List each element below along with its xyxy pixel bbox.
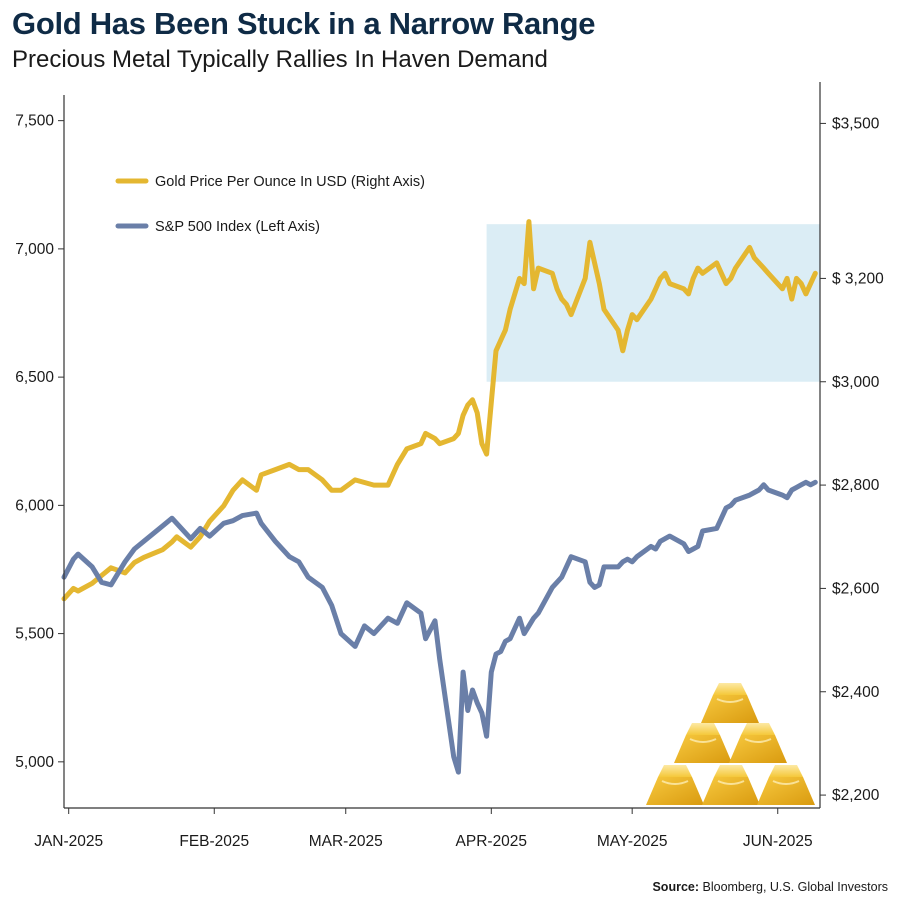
- gold-bar-top: [769, 765, 803, 777]
- legend: Gold Price Per Ounce In USD (Right Axis)…: [115, 174, 425, 235]
- x-tick-label: APR-2025: [456, 833, 528, 850]
- trading-range-box: [486, 224, 820, 382]
- gold-bar-body: [701, 695, 759, 723]
- x-tick-label: JAN-2025: [34, 833, 103, 850]
- right-tick-label: $2,800: [832, 477, 880, 494]
- gold-bar-shine: [661, 780, 689, 785]
- x-tick-label: JUN-2025: [743, 833, 813, 850]
- left-tick-label: 5,500: [15, 626, 54, 643]
- gold-price-line: [61, 219, 818, 602]
- gold-bar-top: [741, 723, 775, 735]
- gold-bar-body: [729, 735, 787, 763]
- gold-bar-top: [713, 683, 747, 695]
- x-tick-label: MAR-2025: [309, 833, 383, 850]
- series-layer: [61, 219, 818, 775]
- gold-bar-shine: [717, 780, 745, 785]
- source-note: Source: Bloomberg, U.S. Global Investors: [652, 880, 888, 894]
- left-tick-label: 7,000: [15, 241, 54, 258]
- gold-bar-top: [686, 723, 720, 735]
- gold-bar-body: [646, 777, 704, 805]
- chart-title: Gold Has Been Stuck in a Narrow Range: [12, 6, 596, 41]
- gold-bar-top: [714, 765, 748, 777]
- right-tick-label: $3,000: [832, 374, 880, 391]
- gold-bar-shine: [716, 698, 744, 703]
- gold-bar-body: [674, 735, 732, 763]
- source-label: Source:: [652, 880, 700, 894]
- left-tick-label: 7,500: [15, 113, 54, 130]
- x-tick-label: MAY-2025: [597, 833, 668, 850]
- source-text: Bloomberg, U.S. Global Investors: [702, 880, 889, 894]
- left-tick-label: 6,000: [15, 497, 54, 514]
- legend-label-sp500: S&P 500 Index (Left Axis): [155, 219, 320, 235]
- right-tick-label: $2,200: [832, 787, 880, 804]
- gold-bar-body: [702, 777, 760, 805]
- gold-bars-icon: [646, 683, 815, 805]
- axis-layer: 5,000 5,500 6,000 6,500 7,000 7,500 $2,200 $2,4…: [15, 82, 884, 850]
- sp500-line: [61, 479, 818, 775]
- gold-bar-shine: [772, 780, 800, 785]
- left-tick-label: 6,500: [15, 369, 54, 386]
- right-tick-label: $ 3,200: [832, 270, 884, 287]
- gold-bar-shine: [689, 738, 717, 743]
- gold-bar-shine: [744, 738, 772, 743]
- background-layer: [486, 224, 820, 382]
- legend-label-gold: Gold Price Per Ounce In USD (Right Axis): [155, 174, 425, 190]
- gold-bar-top: [658, 765, 692, 777]
- chart-subtitle: Precious Metal Typically Rallies In Have…: [12, 46, 548, 73]
- x-tick-label: FEB-2025: [179, 833, 249, 850]
- gold-bar-body: [757, 777, 815, 805]
- right-tick-label: $3,500: [832, 115, 880, 132]
- left-tick-label: 5,000: [15, 754, 54, 771]
- right-tick-label: $2,400: [832, 684, 880, 701]
- right-tick-label: $2,600: [832, 580, 880, 597]
